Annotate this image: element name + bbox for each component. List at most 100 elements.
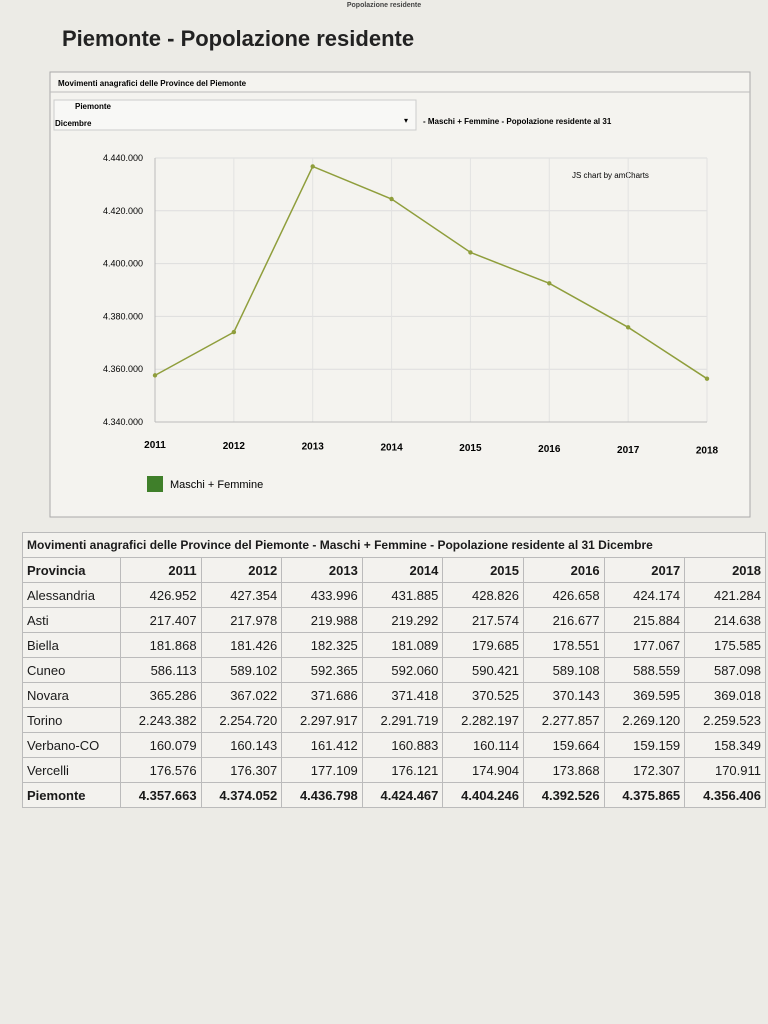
value-cell: 426.952 xyxy=(120,582,202,608)
province-cell: Novara xyxy=(21,682,122,708)
value-cell: 214.638 xyxy=(684,607,766,633)
table-row: Novara 365.286 367.022 371.686 371.418 370.52… xyxy=(21,682,766,708)
period-value: Dicembre xyxy=(55,119,92,128)
value-cell: 589.102 xyxy=(200,657,283,683)
value-cell: 161.412 xyxy=(281,732,363,758)
province-cell: Asti xyxy=(21,607,122,633)
header-row: Provincia 2011 2012 2013 2014 2015 2016 2017 201… xyxy=(21,557,766,583)
x-tick-label: 2017 xyxy=(617,445,640,456)
table-row: Vercelli 176.576 176.307 177.109 176.121 174.… xyxy=(21,757,766,783)
value-cell: 172.307 xyxy=(603,757,686,783)
value-cell: 4.356.406 xyxy=(684,782,766,808)
table-row: Alessandria 426.952 427.354 433.996 431.885 4… xyxy=(21,582,766,608)
value-cell: 176.576 xyxy=(120,757,202,783)
value-cell: 2.277.857 xyxy=(522,707,605,733)
table-row: Torino 2.243.382 2.254.720 2.297.917 2.291.7… xyxy=(21,707,766,733)
legend-label: Maschi + Femmine xyxy=(170,479,263,491)
value-cell: 175.585 xyxy=(684,632,766,658)
value-cell: 431.885 xyxy=(361,582,444,608)
value-cell: 170.911 xyxy=(684,757,766,783)
data-point xyxy=(468,250,473,255)
y-tick-label: 4.380.000 xyxy=(103,311,143,321)
table-row: Verbano-CO 160.079 160.143 161.412 160.883 16… xyxy=(21,732,766,758)
value-cell: 370.525 xyxy=(442,682,524,708)
value-cell: 2.269.120 xyxy=(603,707,686,733)
value-cell: 4.375.865 xyxy=(603,782,686,808)
province-cell: Torino xyxy=(21,707,122,733)
value-cell: 2.254.720 xyxy=(200,707,283,733)
value-cell: 426.658 xyxy=(522,582,605,608)
value-cell: 219.988 xyxy=(281,607,363,633)
value-cell: 4.424.467 xyxy=(361,782,444,808)
value-cell: 590.421 xyxy=(442,657,524,683)
value-cell: 181.868 xyxy=(120,632,202,658)
header-cell: 2011 xyxy=(120,557,202,583)
value-cell: 179.685 xyxy=(442,632,524,658)
value-cell: 369.018 xyxy=(684,682,766,708)
header-cell: 2016 xyxy=(522,557,605,583)
data-point xyxy=(704,376,710,381)
province-value: Piemonte xyxy=(75,102,112,111)
header-cell: Provincia xyxy=(21,557,122,583)
value-cell: 217.574 xyxy=(442,607,524,633)
value-cell: 158.349 xyxy=(684,732,766,758)
value-cell: 159.664 xyxy=(522,732,605,758)
value-cell: 365.286 xyxy=(120,682,202,708)
chart-title: Movimenti anagrafici delle Province del … xyxy=(58,79,247,88)
value-cell: 4.404.246 xyxy=(442,782,524,808)
table-row: Biella 181.868 181.426 182.325 181.089 179.68… xyxy=(21,632,766,658)
value-cell: 428.826 xyxy=(442,582,524,608)
value-cell: 215.884 xyxy=(603,607,686,633)
data-point xyxy=(231,329,237,335)
value-cell: 176.121 xyxy=(361,757,444,783)
y-tick-label: 4.340.000 xyxy=(103,417,143,427)
value-cell: 160.114 xyxy=(442,732,524,758)
credit: JS chart by amCharts xyxy=(572,171,649,180)
value-cell: 181.089 xyxy=(361,632,444,658)
series-line xyxy=(154,165,708,380)
x-tick-label: 2015 xyxy=(459,443,482,454)
value-cell: 587.098 xyxy=(684,657,766,683)
value-cell: 2.243.382 xyxy=(120,707,202,733)
value-cell: 177.109 xyxy=(281,757,363,783)
province-cell: Cuneo xyxy=(21,657,122,683)
province-cell: Alessandria xyxy=(21,582,122,608)
y-tick-label: 4.440.000 xyxy=(103,153,143,163)
page-title: Piemonte - Popolazione residente xyxy=(62,26,415,51)
province-cell: Piemonte xyxy=(21,782,122,808)
x-tick-label: 2016 xyxy=(538,444,561,455)
value-cell: 4.357.663 xyxy=(120,782,202,808)
province-cell: Biella xyxy=(21,632,122,658)
value-cell: 370.143 xyxy=(522,682,605,708)
value-cell: 433.996 xyxy=(281,582,363,608)
value-cell: 2.282.197 xyxy=(442,707,524,733)
value-cell: 427.354 xyxy=(200,582,283,608)
value-cell: 592.060 xyxy=(361,657,444,683)
header-cell: 2015 xyxy=(442,557,524,583)
value-cell: 181.426 xyxy=(200,632,283,658)
table-caption-row: Movimenti anagrafici delle Province del … xyxy=(22,532,766,558)
data-table: Movimenti anagrafici delle Province del … xyxy=(21,532,766,808)
value-cell: 588.559 xyxy=(603,657,686,683)
province-select[interactable] xyxy=(53,99,417,131)
x-tick-label: 2013 xyxy=(302,442,325,453)
x-tick-label: 2011 xyxy=(144,440,166,451)
value-cell: 592.365 xyxy=(281,657,363,683)
value-cell: 586.113 xyxy=(120,657,202,683)
value-cell: 371.418 xyxy=(361,682,444,708)
value-cell: 219.292 xyxy=(361,607,444,633)
value-cell: 367.022 xyxy=(200,682,283,708)
data-point xyxy=(310,164,315,169)
value-cell: 160.079 xyxy=(120,732,202,758)
data-point xyxy=(547,281,552,286)
header-cell: 2013 xyxy=(281,557,363,583)
value-cell: 369.595 xyxy=(603,682,686,708)
data-point xyxy=(389,196,394,202)
x-tick-label: 2018 xyxy=(696,446,719,457)
value-cell: 589.108 xyxy=(522,657,605,683)
value-cell: 216.677 xyxy=(522,607,605,633)
data-point xyxy=(625,325,631,330)
value-cell: 176.307 xyxy=(200,757,283,783)
chart-panel xyxy=(49,71,751,518)
